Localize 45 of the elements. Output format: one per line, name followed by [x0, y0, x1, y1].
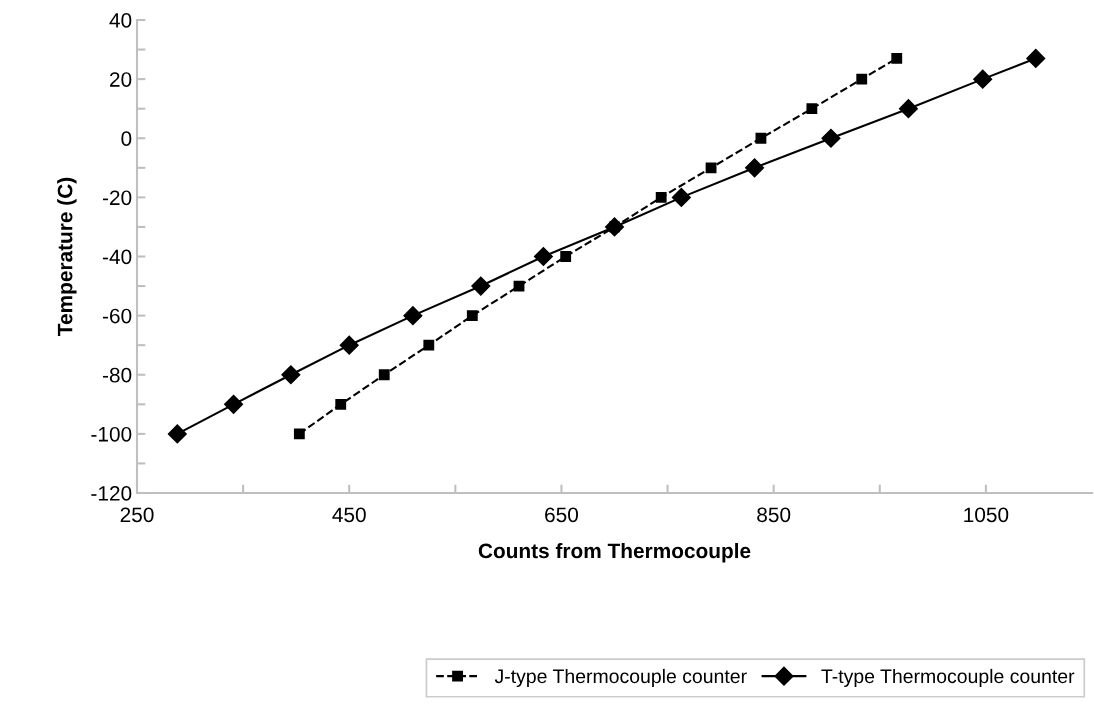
legend-label: T-type Thermocouple counter: [821, 668, 1075, 688]
legend-label: J-type Thermocouple counter: [494, 668, 747, 688]
point: [891, 53, 903, 64]
point: [533, 246, 553, 267]
x-tick-label: 1050: [964, 507, 1009, 523]
y-tick-label: -60: [102, 308, 132, 324]
point: [466, 310, 478, 322]
point: [513, 280, 525, 292]
y-tick-label: -120: [91, 486, 132, 501]
point: [378, 369, 390, 381]
point: [224, 394, 244, 414]
x-tick-label: 850: [757, 507, 791, 523]
point: [671, 187, 691, 207]
point: [745, 158, 765, 178]
point: [293, 428, 305, 440]
point: [281, 365, 301, 385]
point: [403, 306, 423, 326]
point: [339, 335, 359, 355]
y-tick-label: -100: [91, 426, 132, 442]
point: [560, 251, 572, 262]
point: [973, 69, 993, 89]
point: [655, 191, 667, 203]
point: [471, 276, 491, 296]
y-tick-label: -40: [102, 249, 132, 265]
point: [705, 162, 717, 174]
point: [1026, 48, 1046, 68]
x-axis-title: Counts from Thermocouple: [478, 542, 751, 563]
y-tick-label: -20: [102, 190, 132, 206]
x-tick-label: 650: [545, 507, 579, 523]
y-tick-label: 20: [110, 72, 132, 87]
y-tick-label: 40: [109, 13, 132, 28]
point: [604, 217, 625, 237]
y-axis-title: Temperature (C): [57, 177, 77, 336]
point: [821, 128, 841, 148]
x-tick-label: 450: [332, 507, 366, 523]
point: [856, 73, 868, 85]
point: [423, 339, 435, 351]
point: [167, 424, 187, 444]
y-tick-label: 0: [121, 131, 132, 146]
point: [755, 132, 767, 144]
point: [335, 398, 347, 410]
y-tick-label: -80: [102, 367, 132, 383]
point: [898, 99, 918, 119]
point: [806, 103, 818, 115]
x-tick-label: 250: [120, 507, 154, 523]
